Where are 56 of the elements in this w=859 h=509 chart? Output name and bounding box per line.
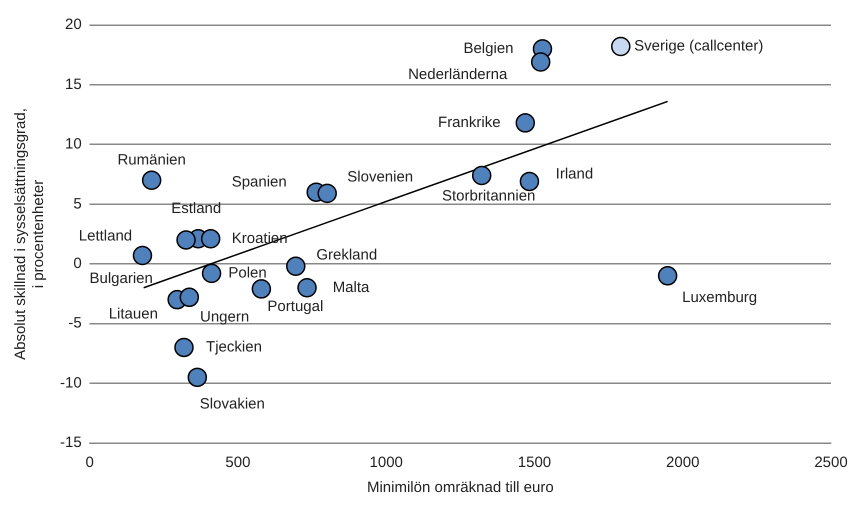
point xyxy=(317,184,337,204)
y-tick-label: 0 xyxy=(73,255,82,272)
annotation: Lettland xyxy=(78,228,132,245)
point xyxy=(180,288,200,308)
x-tick-label: 1000 xyxy=(370,454,403,472)
annotation: Slovenien xyxy=(347,168,414,186)
point xyxy=(142,170,162,190)
annotation: Tjeckien xyxy=(206,338,262,356)
annotation: Luxemburg xyxy=(682,288,758,306)
x-tick-label: 2000 xyxy=(666,454,700,472)
point xyxy=(200,229,220,249)
annotation: Malta xyxy=(332,278,370,296)
point xyxy=(252,279,272,299)
annotation: Nederländerna xyxy=(408,66,508,84)
annotation: Storbritannien xyxy=(442,188,536,205)
x-tick-label: 1500 xyxy=(518,454,552,472)
annotation: Grekland xyxy=(316,246,378,264)
point xyxy=(611,36,631,56)
annotation: Irland xyxy=(556,166,594,183)
point xyxy=(132,246,152,266)
x-axis-title: Minimilön omräknad till euro xyxy=(366,479,554,496)
annotation: Slovakien xyxy=(200,395,265,412)
y-axis-title: Absolut skillnad i sysselsättningsgrad, i procentenheter xyxy=(12,108,48,360)
y-tick-label: -15 xyxy=(60,434,82,452)
y-tick-label: 15 xyxy=(64,76,82,93)
point xyxy=(188,368,208,388)
y-tick-label: -5 xyxy=(68,314,82,332)
x-tick-label: 0 xyxy=(86,454,94,472)
annotation: Spanien xyxy=(232,173,287,190)
annotation: Portugal xyxy=(267,298,324,316)
annotation: Kroatien xyxy=(232,230,288,247)
y-tick-label: 5 xyxy=(73,195,82,212)
x-tick-label: 2500 xyxy=(814,454,848,472)
point xyxy=(286,256,306,276)
point xyxy=(176,230,196,250)
annotation: Sverige (callcenter) xyxy=(634,38,764,55)
annotation: Frankrike xyxy=(438,114,501,132)
x-tick-label: 500 xyxy=(225,454,250,472)
y-tick-label: 20 xyxy=(64,16,82,34)
point xyxy=(658,266,678,286)
annotation: Ungern xyxy=(200,308,250,326)
point xyxy=(520,172,540,192)
annotation: Rumänien xyxy=(117,151,186,168)
point xyxy=(516,113,536,133)
y-tick-label: -10 xyxy=(60,374,82,392)
point xyxy=(297,278,317,298)
annotation: Polen xyxy=(228,264,267,282)
y-tick-label: 10 xyxy=(64,136,82,153)
point xyxy=(174,338,194,358)
annotation: Litauen xyxy=(108,305,158,322)
annotation: Bulgarien xyxy=(89,270,153,287)
point xyxy=(202,264,222,284)
annotation: Estland xyxy=(171,200,222,217)
point xyxy=(472,166,492,186)
annotation: Belgien xyxy=(463,40,514,58)
point xyxy=(530,52,550,72)
